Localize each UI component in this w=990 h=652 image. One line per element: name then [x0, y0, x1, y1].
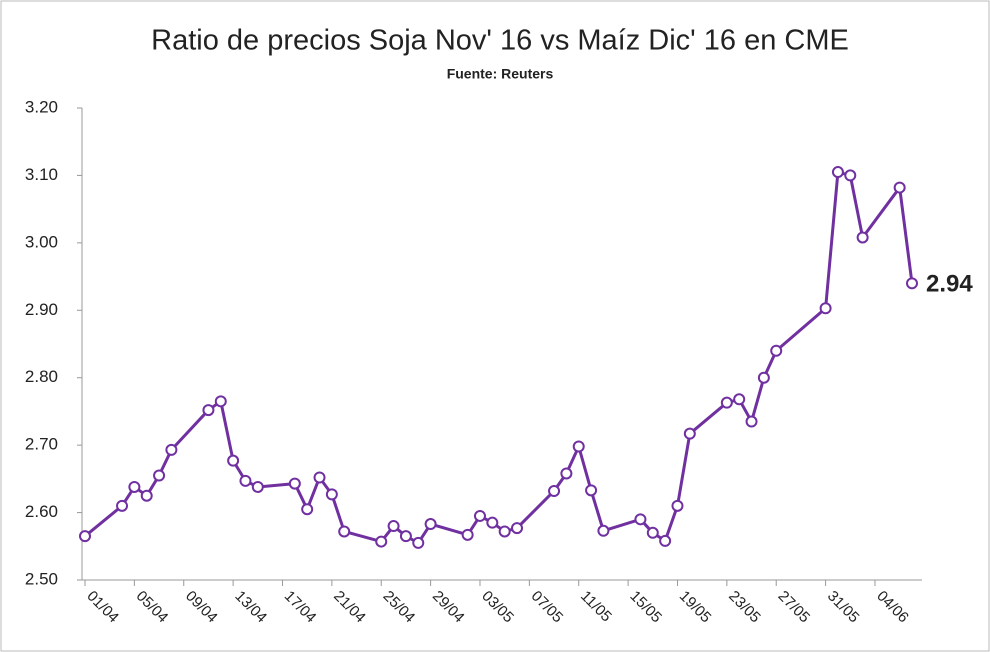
point	[720, 396, 733, 409]
point	[671, 499, 684, 512]
point	[116, 499, 129, 512]
point	[301, 503, 314, 516]
y-tick-label: 2.60	[25, 502, 58, 521]
point	[572, 440, 585, 453]
point	[375, 535, 388, 548]
point	[486, 516, 499, 529]
chart-subtitle: Fuente: Reuters	[447, 66, 554, 82]
point	[844, 169, 857, 182]
point	[140, 489, 153, 502]
y-tick-label: 3.00	[25, 232, 58, 251]
point	[856, 231, 869, 244]
y-tick-label: 2.70	[25, 435, 58, 454]
point	[646, 526, 659, 539]
point	[683, 427, 696, 440]
point	[153, 469, 166, 482]
point	[202, 404, 215, 417]
value-label: 2.94	[926, 271, 973, 298]
point	[745, 415, 758, 428]
point	[313, 471, 326, 484]
point	[251, 480, 264, 493]
point	[634, 513, 647, 526]
point	[399, 530, 412, 543]
point	[288, 477, 301, 490]
point	[424, 518, 437, 531]
point	[831, 166, 844, 179]
point	[387, 520, 400, 533]
point	[79, 530, 91, 543]
point	[560, 467, 573, 480]
point	[548, 484, 561, 497]
point	[227, 454, 240, 467]
point	[461, 528, 474, 541]
y-tick-label: 2.50	[25, 569, 58, 588]
point	[906, 277, 918, 290]
point	[239, 474, 252, 487]
point	[128, 480, 141, 493]
point	[338, 525, 351, 538]
point	[325, 488, 338, 501]
y-tick-label: 3.20	[25, 97, 58, 116]
y-tick-label: 2.80	[25, 367, 58, 386]
point	[733, 393, 746, 406]
point	[597, 524, 610, 537]
y-tick-label: 3.10	[25, 165, 58, 184]
point	[770, 344, 783, 357]
y-tick-label: 2.90	[25, 300, 58, 319]
point	[819, 302, 832, 315]
point	[585, 484, 598, 497]
point	[165, 443, 178, 456]
point	[757, 371, 770, 384]
point	[893, 181, 906, 194]
point	[412, 536, 425, 549]
point	[214, 395, 227, 408]
point	[473, 509, 486, 522]
point	[659, 534, 672, 547]
point	[498, 525, 511, 538]
chart-title: Ratio de precios Soja Nov' 16 vs Maíz Di…	[151, 25, 849, 57]
point	[511, 522, 524, 535]
